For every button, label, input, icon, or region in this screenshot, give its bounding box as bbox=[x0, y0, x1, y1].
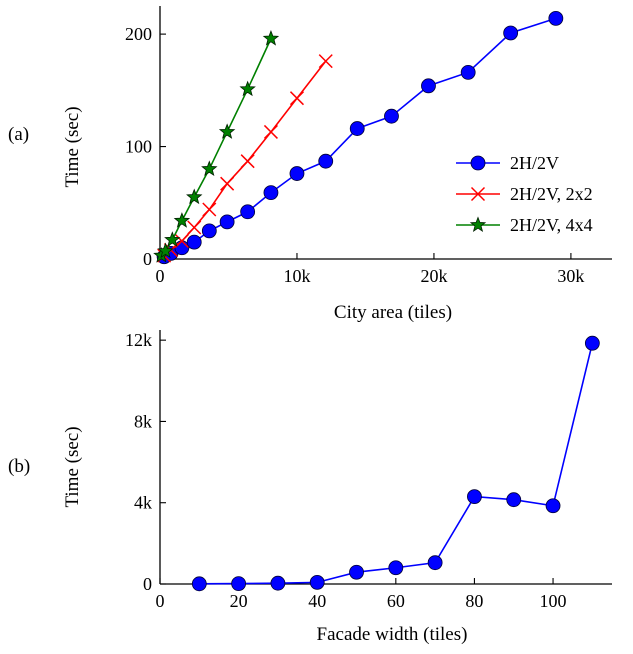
panel-a-label: (a) bbox=[8, 124, 29, 145]
panel-a-series-2-point bbox=[239, 80, 256, 97]
panel-a-x-tick-label: 0 bbox=[156, 266, 165, 286]
panel-a-series-2-point bbox=[173, 212, 191, 228]
panel-b-series-0-point bbox=[584, 335, 600, 351]
panel-a-series-2-point bbox=[262, 29, 280, 46]
panel-a-series-2-line bbox=[160, 38, 272, 257]
panel-a-series-0-point bbox=[186, 234, 202, 250]
panel-b-x-tick-label: 20 bbox=[230, 591, 248, 611]
panel-a-y-tick-label: 100 bbox=[125, 137, 152, 157]
panel-b-y-tick-label: 12k bbox=[125, 330, 152, 350]
panel-b: (b) Time (sec) Facade width (tiles) 0 20 4… bbox=[8, 330, 612, 645]
panel-b-x-axis-label: Facade width (tiles) bbox=[317, 624, 468, 645]
panel-a-series-1-point bbox=[220, 176, 235, 191]
panel-a-series-1-point bbox=[202, 202, 217, 217]
panel-b-series-0-point bbox=[270, 575, 286, 591]
panel-a-series-0-point bbox=[263, 185, 279, 201]
panel-b-y-tick-label: 8k bbox=[134, 411, 152, 431]
legend-label-0: 2H/2V bbox=[510, 153, 559, 173]
panel-a-series-0-point bbox=[503, 25, 519, 41]
panel-a-series-2-point bbox=[201, 160, 218, 177]
panel-a-x-tick-label: 20k bbox=[420, 266, 447, 286]
panel-a-series-0-point bbox=[460, 64, 476, 80]
panel-a-x-tick-label: 30k bbox=[557, 266, 584, 286]
panel-b-x-tick-label: 0 bbox=[156, 591, 165, 611]
panel-b-x-tick-label: 40 bbox=[308, 591, 326, 611]
panel-a-y-axis-label: Time (sec) bbox=[62, 106, 83, 187]
panel-a-series-0-point bbox=[349, 121, 365, 136]
panel-b-series-0-point bbox=[309, 574, 325, 590]
panel-b-plot-area: 0 20 40 60 80 100 0 4k 8k 12k bbox=[125, 330, 612, 611]
panel-a-series-0-point bbox=[201, 223, 217, 239]
panel-b-x-tick-label: 80 bbox=[465, 591, 483, 611]
panel-a-plot-area: 0 10k 20k 30k 0 100 200 2H/2V 2H/2V, 2x2 2H/2V, 4… bbox=[125, 6, 612, 286]
panel-b-series-0-point bbox=[231, 576, 247, 591]
legend-marker-2 bbox=[469, 216, 487, 232]
panel-a-y-tick-label: 0 bbox=[143, 249, 152, 269]
panel-b-series-0-line bbox=[199, 343, 594, 585]
legend-marker-0 bbox=[470, 155, 486, 171]
panel-a: (a) Time (sec) City area (tiles) 0 10k 20k… bbox=[8, 6, 612, 323]
panel-b-series-0-point bbox=[545, 498, 561, 514]
panel-a-series-1-point bbox=[263, 124, 278, 139]
panel-b-x-tick-label: 60 bbox=[387, 591, 405, 611]
panel-a-series-2-point bbox=[218, 123, 236, 139]
panel-a-series-0-point bbox=[421, 78, 436, 94]
legend-label-1: 2H/2V, 2x2 bbox=[510, 184, 593, 204]
legend-label-2: 2H/2V, 4x4 bbox=[510, 215, 593, 235]
panel-b-series-0-point bbox=[467, 489, 482, 505]
panel-a-y-tick-label: 200 bbox=[125, 24, 152, 44]
panel-a-legend: 2H/2V 2H/2V, 2x2 2H/2V, 4x4 bbox=[456, 153, 593, 235]
legend-marker-1 bbox=[470, 186, 486, 202]
panel-a-series-0-point bbox=[219, 214, 235, 230]
panel-a-series-0-point bbox=[318, 153, 334, 169]
panel-b-series-0-point bbox=[191, 576, 207, 592]
panel-a-series-2-point bbox=[186, 188, 203, 205]
panel-a-series-1-point bbox=[187, 220, 202, 235]
panel-a-series-0-point bbox=[174, 240, 190, 256]
panel-a-series-2-point bbox=[164, 231, 181, 247]
panel-b-series-0-point bbox=[506, 492, 522, 508]
panel-b-y-tick-label: 0 bbox=[143, 574, 152, 594]
panel-a-series-1-point bbox=[174, 233, 189, 249]
panel-a-series-0-point bbox=[289, 166, 305, 181]
panel-a-series-2-point bbox=[157, 242, 174, 259]
panel-a-series-1-point bbox=[318, 54, 333, 69]
panel-b-series-0-point bbox=[427, 555, 443, 571]
panel-a-series-0-point bbox=[548, 10, 564, 26]
panel-b-label: (b) bbox=[8, 456, 30, 477]
panel-a-series-0-point bbox=[240, 204, 256, 220]
panel-b-y-axis-label: Time (sec) bbox=[62, 426, 83, 507]
panel-a-series-1-point bbox=[289, 91, 305, 106]
panel-b-y-tick-label: 4k bbox=[134, 493, 152, 513]
panel-a-series-1-point bbox=[240, 154, 255, 169]
panel-b-x-tick-label: 100 bbox=[540, 591, 567, 611]
panel-b-series-0-point bbox=[388, 560, 404, 576]
panel-a-x-axis-label: City area (tiles) bbox=[334, 302, 452, 323]
panel-a-series-0-point bbox=[384, 108, 399, 124]
panel-a-x-tick-label: 10k bbox=[283, 266, 310, 286]
panel-b-series-0-point bbox=[349, 564, 364, 580]
